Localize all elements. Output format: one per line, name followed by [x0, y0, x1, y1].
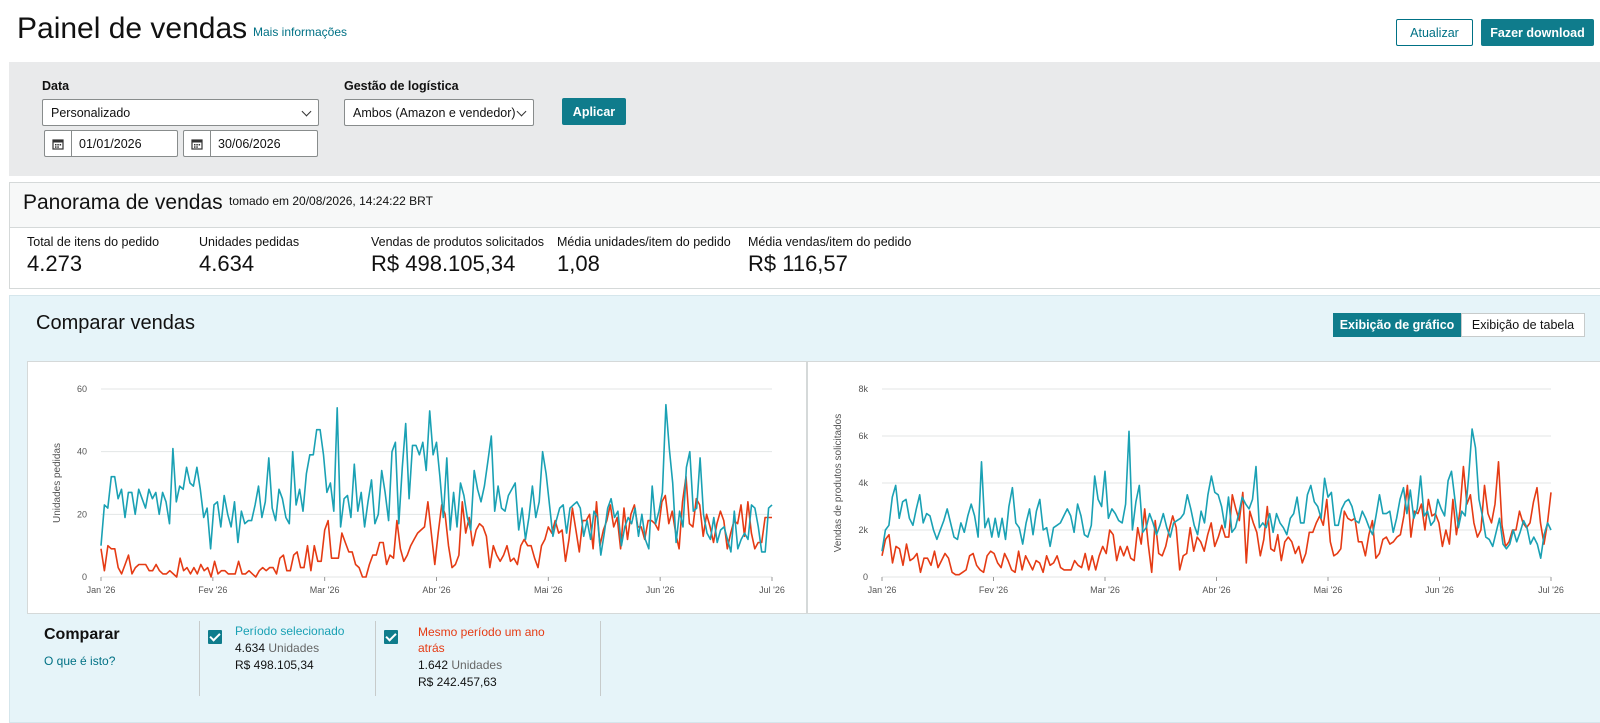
metric-total-items: Total de itens do pedido 4.273: [27, 235, 159, 277]
units-chart: 0 20 40 60 Jan '26 Fev '26 Mar '26 Abr '26 Mai '…: [52, 384, 785, 595]
legend-selected-units: 4.634 Unidades: [235, 641, 319, 655]
metric-value: R$ 498.105,34: [371, 251, 516, 276]
filter-bar: Data Personalizado 01/01/2026 30/06/2026…: [9, 62, 1600, 176]
download-button[interactable]: Fazer download: [1481, 19, 1594, 46]
y-axis-label: Unidades pedidas: [52, 443, 63, 523]
legend-units-value: 1.642: [418, 658, 449, 672]
legend-last-year-units: 1.642 Unidades: [418, 658, 502, 672]
compare-title: Comparar vendas: [36, 312, 195, 334]
x-tick-label: Jul '26: [1538, 585, 1564, 595]
legend-units-label: Unidades: [268, 641, 320, 655]
y-tick-label: 2k: [858, 525, 868, 535]
metric-label: Média unidades/item do pedido: [557, 235, 731, 249]
x-tick-label: Jul '26: [759, 585, 785, 595]
metric-value: 4.273: [27, 251, 83, 276]
series-line: [881, 461, 1552, 576]
metric-label: Média vendas/item do pedido: [748, 235, 912, 249]
legend-last-year-sales: R$ 242.457,63: [418, 675, 497, 689]
calendar-icon[interactable]: [184, 131, 211, 156]
y-axis-label: Vendas de produtos solicitados: [833, 414, 844, 552]
start-date-field[interactable]: 01/01/2026: [44, 130, 178, 157]
y-tick-label: 4k: [858, 478, 868, 488]
end-date-value: 30/06/2026: [218, 136, 281, 151]
x-tick-label: Jan '26: [87, 585, 116, 595]
metric-label: Total de itens do pedido: [27, 235, 160, 249]
legend-last-year: Mesmo período um ano atrás: [418, 625, 545, 655]
series-line: [100, 475, 772, 578]
table-view-toggle[interactable]: Exibição de tabela: [1461, 313, 1585, 337]
x-tick-label: Abr '26: [1202, 585, 1230, 595]
date-range-select-value: Personalizado: [51, 105, 131, 120]
logistics-label: Gestão de logística: [344, 79, 459, 93]
last-year-checkbox[interactable]: [384, 630, 398, 644]
metric-value: 1,08: [557, 251, 600, 276]
overview-title: Panorama de vendas: [23, 191, 223, 214]
compare-sales-section: Comparar vendas Exibição de gráfico Exib…: [9, 295, 1600, 723]
end-date-field[interactable]: 30/06/2026: [183, 130, 318, 157]
date-range-select[interactable]: Personalizado: [42, 99, 319, 126]
y-tick-label: 20: [77, 509, 87, 519]
compare-label: Comparar: [44, 626, 120, 643]
overview-header: Panorama de vendas tomado em 20/08/2026,…: [10, 183, 1600, 228]
chart-view-toggle[interactable]: Exibição de gráfico: [1333, 313, 1461, 337]
metric-value: 4.634: [199, 251, 255, 276]
x-tick-label: Abr '26: [422, 585, 450, 595]
x-tick-label: Mai '26: [534, 585, 563, 595]
y-tick-label: 0: [82, 572, 87, 582]
refresh-button[interactable]: Atualizar: [1396, 19, 1473, 46]
chevron-down-icon: [301, 106, 312, 117]
metric-label: Unidades pedidas: [199, 235, 300, 249]
y-tick-label: 8k: [858, 384, 868, 394]
more-info-link[interactable]: Mais informações: [253, 25, 348, 39]
x-tick-label: Jun '26: [646, 585, 675, 595]
series-line: [100, 403, 773, 556]
x-tick-label: Fev '26: [979, 585, 1008, 595]
x-tick-label: Mar '26: [1090, 585, 1120, 595]
x-tick-label: Jun '26: [1425, 585, 1454, 595]
apply-button[interactable]: Aplicar: [562, 98, 626, 125]
y-tick-label: 6k: [858, 431, 868, 441]
legend-selected-period: Período selecionado: [235, 624, 345, 638]
what-is-this-link[interactable]: O que é isto?: [44, 654, 116, 668]
logistics-select-value: Ambos (Amazon e vendedor): [353, 105, 516, 120]
y-tick-label: 60: [77, 384, 87, 394]
overview-timestamp: tomado em 20/08/2026, 14:24:22 BRT: [229, 194, 433, 208]
metric-avg-units: Média unidades/item do pedido 1,08: [557, 235, 731, 277]
logistics-select[interactable]: Ambos (Amazon e vendedor): [344, 99, 534, 126]
y-tick-label: 40: [77, 447, 87, 457]
divider: [600, 621, 601, 696]
date-label: Data: [42, 79, 70, 93]
metric-avg-sales: Média vendas/item do pedido R$ 116,57: [748, 235, 911, 277]
metric-label: Vendas de produtos solicitados: [371, 235, 545, 249]
legend-units-value: 4.634: [235, 641, 266, 655]
legend-units-label: Unidades: [451, 658, 503, 672]
x-tick-label: Mai '26: [1314, 585, 1343, 595]
page-title: Painel de vendas: [17, 12, 248, 45]
x-tick-label: Jan '26: [868, 585, 897, 595]
series-line: [881, 428, 1552, 559]
sales-chart-panel: 0 2k 4k 6k 8k Jan '26 Fev '26 Mar '26 Abr '26 Mai…: [807, 361, 1600, 614]
sales-chart: 0 2k 4k 6k 8k Jan '26 Fev '26 Mar '26 Abr '26 Mai…: [833, 384, 1564, 595]
divider: [199, 621, 200, 696]
chevron-down-icon: [516, 106, 527, 117]
y-tick-label: 0: [863, 572, 868, 582]
sales-overview: Panorama de vendas tomado em 20/08/2026,…: [9, 182, 1600, 289]
metric-units-ordered: Unidades pedidas 4.634: [199, 235, 299, 277]
x-tick-label: Fev '26: [198, 585, 227, 595]
legend-selected-sales: R$ 498.105,34: [235, 658, 314, 672]
units-chart-panel: 0 20 40 60 Jan '26 Fev '26 Mar '26 Abr '26 Mai '…: [27, 361, 807, 614]
start-date-value: 01/01/2026: [79, 136, 142, 151]
metric-product-sales: Vendas de produtos solicitados R$ 498.10…: [371, 235, 544, 277]
calendar-icon[interactable]: [45, 131, 72, 156]
metric-value: R$ 116,57: [748, 251, 848, 276]
divider: [375, 621, 376, 696]
selected-period-checkbox[interactable]: [208, 630, 222, 644]
x-tick-label: Mar '26: [310, 585, 340, 595]
